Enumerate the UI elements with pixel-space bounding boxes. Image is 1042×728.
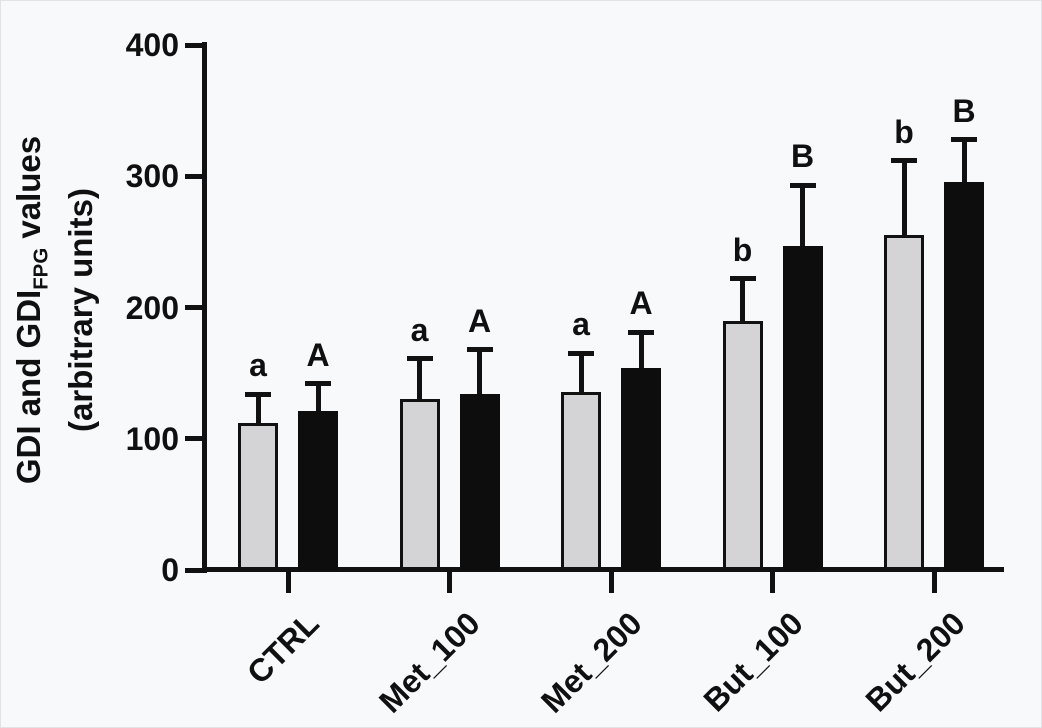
x-axis-tick: [447, 572, 452, 593]
error-bar-stem: [638, 332, 644, 370]
y-axis-title-subscript: FPG: [29, 247, 53, 290]
error-bar-stem: [417, 358, 422, 402]
bar-gdifpg: [459, 394, 500, 570]
y-axis-tick-label: 100: [125, 420, 179, 457]
error-bar-stem: [740, 278, 745, 323]
bar-gdifpg: [621, 367, 661, 570]
y-axis-title-text2: values: [9, 135, 47, 248]
significance-letter: A: [467, 302, 492, 339]
x-axis-tick: [931, 572, 937, 593]
significance-letter: b: [732, 231, 753, 268]
y-axis-tick: [185, 436, 207, 442]
error-bar-cap: [466, 347, 493, 352]
x-axis-tick: [608, 572, 614, 593]
error-bar-cap: [245, 391, 271, 397]
y-axis-tick-label: 200: [125, 289, 179, 326]
error-bar-stem: [800, 185, 805, 248]
bar-gdifpg: [944, 181, 984, 570]
error-bar-stem: [578, 353, 584, 394]
x-axis-tick: [285, 572, 291, 593]
y-axis-title-text: GDI and GDI: [9, 289, 47, 485]
x-axis-category-label: But_200: [857, 605, 972, 719]
significance-letter: b: [894, 113, 914, 150]
y-axis-tick: [185, 567, 207, 573]
y-axis-tick: [185, 42, 207, 48]
bar-gdi: [722, 320, 763, 570]
x-axis-category-label: CTRL: [239, 605, 326, 691]
y-axis-tick: [185, 173, 207, 179]
y-axis-tick: [185, 305, 207, 310]
bar-gdi: [399, 399, 440, 570]
bar-gdi: [561, 391, 601, 570]
significance-letter: a: [249, 347, 267, 384]
bar-gdi: [238, 423, 278, 570]
error-bar-cap: [305, 381, 331, 387]
y-axis-title: GDI and GDIFPG values (arbitrary units): [10, 80, 100, 540]
error-bar-cap: [789, 182, 816, 188]
bar-gdifpg: [298, 411, 338, 570]
significance-letter: B: [790, 138, 815, 175]
significance-letter: a: [572, 306, 590, 343]
x-axis-line: [202, 567, 1004, 572]
x-axis-category-label: Met_100: [372, 605, 487, 720]
significance-letter: A: [629, 285, 653, 322]
significance-letter: B: [952, 92, 976, 129]
error-bar-cap: [628, 329, 654, 335]
error-bar-stem: [315, 383, 321, 414]
error-bar-stem: [477, 349, 482, 397]
error-bar-stem: [901, 160, 907, 238]
error-bar-cap: [568, 350, 594, 356]
error-bar-cap: [406, 356, 433, 362]
x-axis-category-label: Met_200: [533, 605, 649, 720]
error-bar-stem: [961, 139, 967, 184]
y-axis-tick-label: 300: [125, 158, 179, 195]
y-axis-title-line1: GDI and GDIFPG values: [9, 136, 62, 484]
bar-gdifpg: [782, 245, 823, 570]
y-axis-tick-label: 0: [161, 552, 179, 588]
bar-gdi: [884, 235, 924, 570]
error-bar-cap: [729, 276, 756, 282]
significance-letter: A: [306, 336, 330, 373]
y-axis-tick-label: 400: [125, 27, 179, 63]
error-bar-cap: [951, 137, 977, 142]
x-axis-category-label: But_100: [696, 605, 810, 719]
error-bar-stem: [255, 394, 261, 425]
significance-letter: a: [410, 311, 429, 348]
error-bar-cap: [891, 158, 917, 163]
x-axis-tick: [770, 572, 775, 593]
